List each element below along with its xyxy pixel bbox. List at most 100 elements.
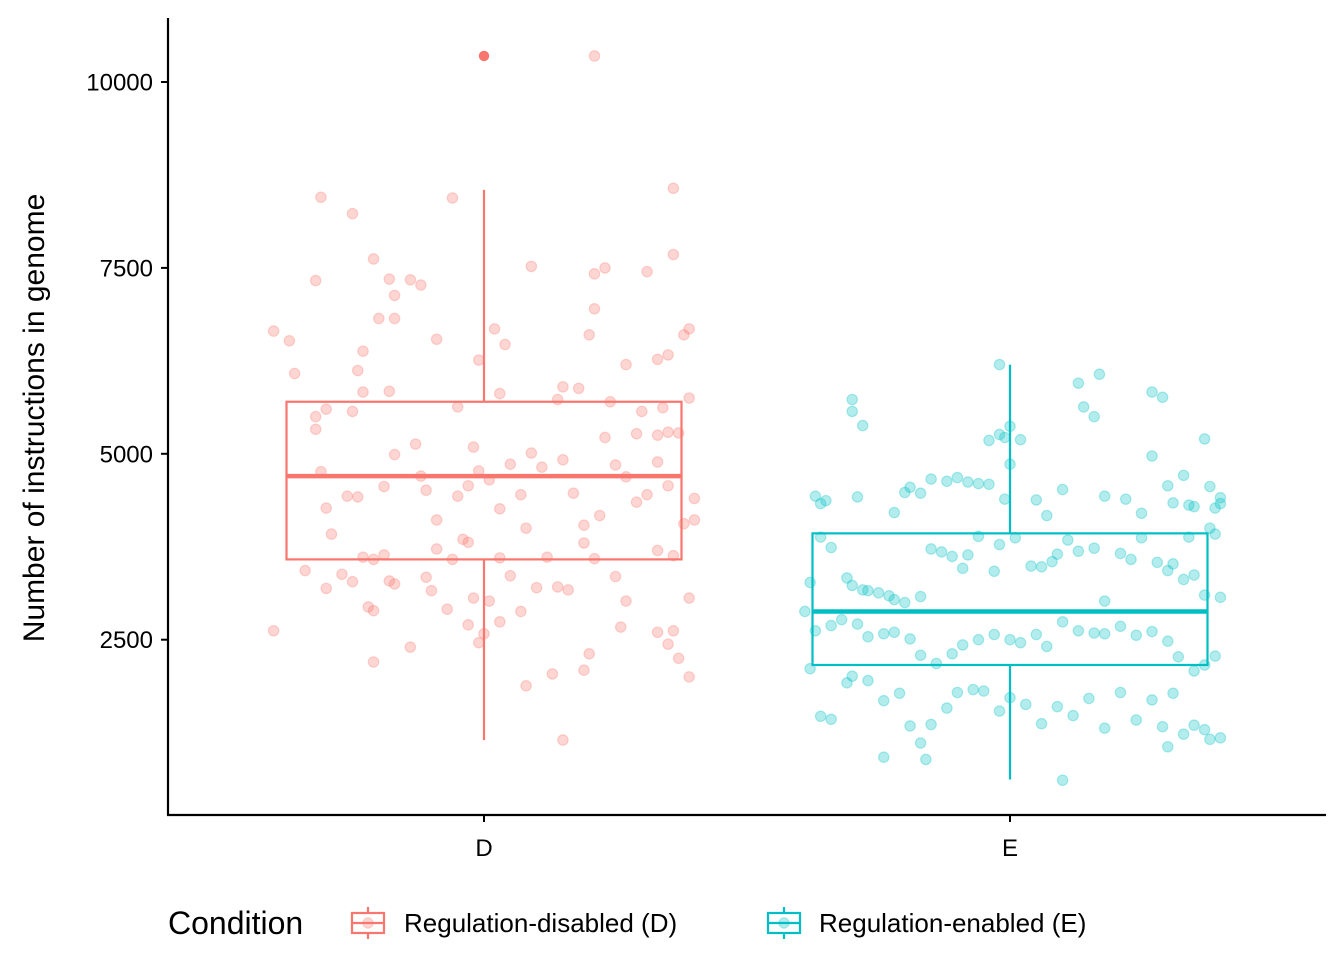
jitter-point (388, 448, 401, 461)
jitter-point (683, 592, 695, 604)
jitter-point (320, 403, 332, 415)
jitter-point (404, 273, 417, 286)
jitter-point (1030, 494, 1043, 506)
jitter-point (951, 686, 964, 699)
jitter-point (1072, 545, 1085, 558)
y-tick-label: 5000 (100, 441, 153, 468)
legend-key-D (350, 907, 386, 939)
jitter-point (862, 674, 874, 687)
jitter-point (420, 571, 432, 584)
jitter-point (1098, 595, 1111, 607)
jitter-point (914, 649, 927, 662)
legend: Condition Regulation-disabled (D) Regulat… (168, 905, 1086, 941)
legend-label-D: Regulation-disabled (D) (404, 908, 677, 938)
jitter-point (430, 543, 443, 555)
jitter-point (1177, 469, 1190, 482)
jitter-point (357, 345, 369, 357)
jitter-point (1135, 507, 1148, 520)
jitter-point (404, 641, 417, 653)
jitter-point (814, 531, 827, 543)
jitter-point (588, 50, 601, 62)
jitter-point (841, 572, 853, 584)
jitter-point (1177, 728, 1190, 740)
x-tick-label: E (1002, 835, 1018, 862)
jitter-point (956, 562, 969, 575)
jitter-point (1183, 531, 1195, 543)
jitter-point (877, 751, 890, 763)
jitter-point (883, 590, 895, 602)
jitter-point (877, 627, 890, 640)
jitter-point (983, 478, 995, 491)
jitter-point (1204, 522, 1216, 534)
jitter-point (641, 265, 653, 278)
jitter-point (846, 393, 858, 406)
jitter-point (941, 475, 953, 488)
jitter-point (609, 570, 622, 583)
jitter-point (683, 392, 695, 404)
jitter-point (1146, 694, 1158, 706)
jitter-point (388, 578, 401, 590)
jitter-point (620, 358, 632, 371)
jitter-point (1041, 640, 1053, 653)
jitter-point (504, 569, 517, 582)
jitter-point (525, 447, 538, 459)
jitter-point (1162, 564, 1174, 577)
jitter-point (530, 581, 543, 594)
jitter-point (420, 484, 432, 497)
jitter-point (946, 648, 958, 660)
jitter-point (299, 564, 311, 577)
jitter-point (588, 268, 601, 280)
jitter-point (546, 668, 559, 680)
y-axis-title: Number of instructions in genome (18, 194, 51, 643)
jitter-point (346, 405, 359, 418)
jitter-point (388, 312, 401, 325)
jitter-point (820, 494, 832, 507)
jitter-point (925, 473, 937, 485)
jitter-point (972, 633, 985, 646)
jitter-point (1188, 500, 1200, 513)
jitter-point (920, 753, 932, 766)
jitter-point (267, 624, 280, 637)
jitter-point (357, 551, 369, 563)
jitter-point (409, 438, 422, 450)
jitter-point (309, 274, 322, 287)
jitter-point (467, 592, 480, 604)
jitter-point (599, 262, 611, 274)
jitter-point (351, 491, 364, 503)
jitter-point (557, 734, 569, 746)
jitter-point (1167, 687, 1179, 700)
jitter-point (1146, 625, 1158, 638)
jitter-point (1156, 391, 1169, 404)
plot-panel (267, 50, 1227, 787)
jitter-point (378, 480, 390, 493)
jitter-point (288, 367, 301, 380)
jitter-point (309, 410, 322, 423)
jitter-point (835, 613, 848, 626)
jitter-point (383, 385, 396, 398)
jitter-point (667, 248, 680, 261)
jitter-point (1098, 722, 1111, 734)
jitter-point (998, 431, 1011, 444)
jitter-point (520, 522, 532, 534)
jitter-point (688, 492, 701, 505)
jitter-point (536, 461, 548, 473)
jitter-point (888, 506, 901, 519)
jitter-point (462, 479, 475, 492)
jitter-point (1041, 509, 1053, 522)
jitter-point (1167, 558, 1179, 570)
jitter-point (1035, 717, 1048, 730)
box-iqr (285, 400, 683, 561)
jitter-point (451, 401, 464, 413)
jitter-point (346, 575, 359, 588)
jitter-point (1035, 561, 1048, 573)
jitter-point (662, 349, 674, 361)
jitter-point (651, 456, 664, 468)
jitter-point (525, 260, 538, 273)
jitter-point (1188, 569, 1200, 581)
jitter-point (1014, 433, 1027, 446)
jitter-point (662, 638, 674, 650)
jitter-point (320, 502, 332, 514)
box-E (811, 364, 1209, 780)
jitter-point (914, 487, 927, 500)
jitter-point (551, 581, 564, 593)
